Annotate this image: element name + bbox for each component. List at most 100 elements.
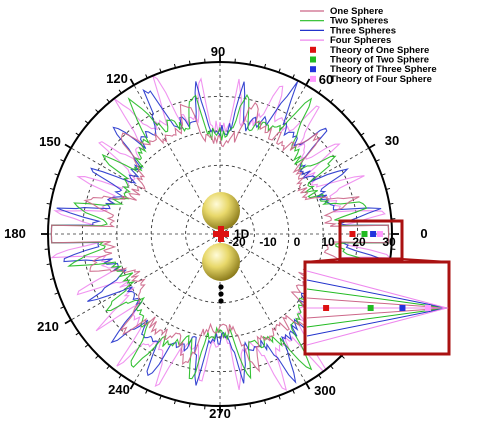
series-layer (50, 74, 392, 391)
angle-tick (84, 120, 89, 124)
grid-spoke (70, 147, 221, 235)
theory-point (361, 231, 368, 237)
angle-tick (351, 120, 356, 124)
angle-tick (389, 202, 394, 205)
legend-square-swatch (310, 66, 316, 73)
angle-tick (305, 382, 311, 390)
annotation-1d: 1D (234, 227, 250, 241)
angle-tick (49, 278, 54, 281)
angle-tick (75, 132, 80, 136)
inset-theory-point (367, 305, 374, 311)
angle-label-0: 0 (420, 226, 427, 241)
angle-tick (46, 202, 51, 205)
radial-tick-label: 10 (321, 235, 335, 249)
angle-tick (292, 389, 295, 394)
grid-circle (81, 95, 359, 373)
grid-spoke (70, 233, 221, 321)
angle-tick (75, 332, 80, 336)
inset-theory-point (424, 305, 431, 311)
angle-label-180: 180 (4, 226, 26, 241)
angle-tick (64, 143, 72, 149)
vertical-dots-icon (218, 284, 224, 304)
legend-label: Theory of One Sphere (330, 45, 429, 56)
radial-tick-label: -20 (228, 235, 246, 249)
angle-tick (145, 389, 148, 394)
gold-sphere-icon (202, 192, 240, 230)
angle-tick (49, 187, 54, 190)
theory-point (370, 231, 377, 237)
grid-spoke (219, 233, 307, 384)
angle-label-90: 90 (211, 44, 225, 59)
angle-tick (341, 355, 345, 359)
angle-label-210: 210 (37, 319, 59, 334)
angle-tick (264, 400, 267, 405)
gold-sphere-icon (202, 243, 240, 281)
grid-spoke (219, 84, 307, 235)
grid-circle (185, 199, 255, 269)
grid-spoke (133, 233, 221, 384)
angle-tick (341, 109, 345, 113)
legend-square-swatch (310, 56, 316, 63)
radial-tick-label: 0 (294, 235, 301, 249)
series-line (50, 101, 390, 373)
angle-tick (249, 403, 252, 408)
angle-tick (106, 98, 110, 103)
zoom-region-box (338, 219, 404, 261)
angle-tick (159, 395, 162, 400)
theory-point (376, 231, 383, 237)
angle-tick (129, 78, 135, 86)
angle-tick (95, 355, 99, 359)
angle-tick (375, 159, 380, 162)
legend-label: One Sphere (330, 6, 383, 17)
grid-spoke (219, 147, 370, 235)
legend-label: Four Spheres (330, 35, 391, 46)
angle-tick (360, 132, 365, 136)
legend-label: Three Spheres (330, 25, 396, 36)
angle-tick (292, 74, 295, 79)
angle-tick (145, 74, 148, 79)
angle-tick (330, 98, 334, 103)
radial-tick-label: 30 (382, 235, 396, 249)
angle-tick (264, 63, 267, 68)
angle-tick (381, 173, 386, 176)
angle-tick (305, 78, 311, 86)
angle-tick (188, 60, 191, 65)
angle-tick (330, 365, 334, 370)
angle-tick (60, 159, 65, 162)
angle-tick (54, 292, 59, 295)
angle-label-150: 150 (39, 134, 61, 149)
angle-label-60: 60 (319, 72, 333, 87)
legend-square-swatch (310, 75, 316, 82)
legend-label: Theory of Two Sphere (330, 55, 429, 66)
angle-tick (173, 63, 176, 68)
zoom-inset (303, 260, 451, 356)
angle-tick (173, 400, 176, 405)
angle-tick (386, 187, 391, 190)
angle-tick (118, 374, 122, 379)
angle-tick (84, 344, 89, 348)
angle-tick (46, 263, 51, 266)
angle-label-120: 120 (106, 71, 128, 86)
angle-tick (129, 382, 135, 390)
angle-tick (159, 68, 162, 73)
angle-tick (278, 395, 281, 400)
inset-theory-point (399, 305, 406, 311)
axis-layer (41, 55, 399, 413)
angle-label-30: 30 (385, 133, 399, 148)
theory-point (349, 231, 356, 237)
inset-theory-point (323, 305, 330, 311)
angle-tick (188, 403, 191, 408)
angle-label-300: 300 (314, 383, 336, 398)
polar-grid (48, 62, 392, 406)
angle-tick (249, 60, 252, 65)
angle-label-270: 270 (209, 406, 231, 421)
legend-label: Theory of Four Sphere (330, 74, 432, 85)
legend-label: Theory of Three Sphere (330, 64, 437, 75)
radial-tick-label: -10 (259, 235, 277, 249)
radial-tick-label: 20 (352, 235, 366, 249)
angle-tick (118, 89, 122, 94)
angle-tick (60, 306, 65, 309)
angle-tick (95, 109, 99, 113)
